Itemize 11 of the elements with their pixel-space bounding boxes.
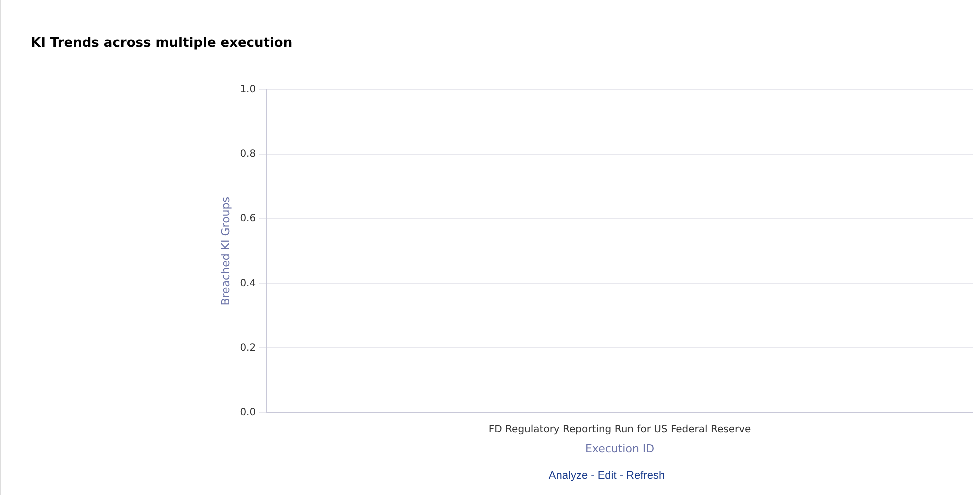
y-axis-title: Breached KI Groups [219, 196, 232, 306]
y-tick-label: 1.0 [240, 84, 256, 96]
text: Analyze - Edit - Refresh [548, 470, 666, 482]
y-tick-label: 0.0 [240, 407, 256, 418]
text: KI Trends across multiple execution [31, 36, 293, 51]
y-tick-label: 0.4 [240, 278, 256, 290]
y-tick-label: 0.2 [240, 342, 256, 354]
x-axis-title: Execution ID [585, 442, 655, 456]
x-tick-label: FD Regulatory Reporting Run for US Federal Reserve [488, 424, 752, 436]
y-tick-label: 0.8 [240, 149, 256, 160]
y-tick-label: 0.6 [240, 214, 256, 225]
